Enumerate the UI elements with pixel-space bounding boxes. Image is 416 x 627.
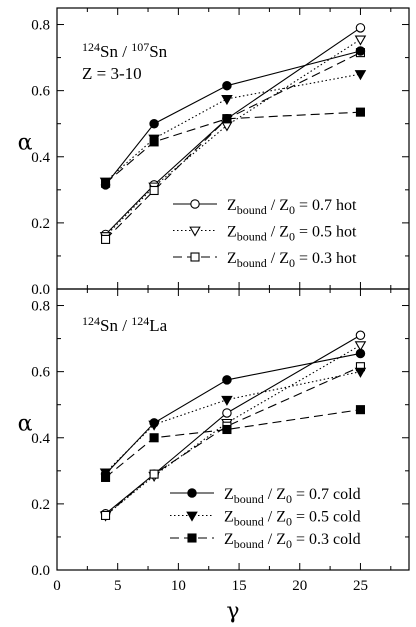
legend-label: Zbound / Z0 = 0.5 hot	[227, 224, 357, 244]
y-tick-label: 0.0	[31, 563, 50, 579]
series-line-hot-03	[105, 52, 361, 240]
legend-marker	[190, 252, 200, 262]
panel-annotation: 124Sn / 107Sn	[82, 40, 168, 61]
legend-marker	[189, 226, 201, 237]
x-tick-label: 25	[353, 578, 368, 594]
legend-marker	[190, 199, 200, 209]
data-point-cold-05	[354, 367, 367, 378]
data-point-cold-05	[221, 94, 233, 106]
series-line-cold-07	[105, 352, 361, 475]
y-tick-label: 0.6	[31, 84, 50, 100]
data-point-cold-03	[355, 107, 365, 117]
series-line-cold-05	[105, 371, 361, 473]
legend-marker	[187, 533, 197, 543]
data-point-cold-03	[101, 472, 111, 482]
data-point-cold-05	[148, 420, 160, 431]
x-tick-label: 20	[292, 578, 307, 594]
y-tick-label: 0.0	[31, 282, 50, 298]
chart-panel-bottom: 0 5 10 15 20 25 0.0 0.2 0.4 0.6 0.8 α γ 124Sn / 124La…	[18, 288, 410, 624]
data-point-cold-07	[222, 375, 232, 385]
y-tick-label: 0.2	[31, 216, 50, 232]
data-point-cold-03	[101, 178, 111, 188]
series-line-hot-05	[105, 38, 361, 237]
y-axis-title: α	[18, 131, 33, 156]
data-point-cold-03	[355, 405, 365, 415]
panel-annotation: 124Sn / 124La	[82, 314, 168, 335]
series-line-hot-07	[105, 27, 361, 235]
data-point-cold-03	[222, 424, 232, 435]
y-tick-label: 0.2	[31, 497, 50, 513]
legend-marker	[187, 488, 197, 498]
x-tick-label: 10	[171, 578, 186, 594]
data-point-cold-03	[149, 433, 159, 443]
data-point-cold-03	[149, 137, 159, 147]
data-point-hot-07	[222, 408, 232, 418]
data-point-hot-07	[355, 23, 366, 33]
legend-label: Zbound / Z0 = 0.3 hot	[227, 250, 357, 270]
panel-annotation: Z = 3-10	[82, 64, 142, 83]
series-line-cold-05	[105, 73, 361, 182]
data-point-cold-03	[222, 114, 232, 124]
data-point-hot-03	[101, 234, 111, 244]
data-point-cold-07	[222, 80, 232, 91]
data-point-hot-05	[354, 35, 367, 46]
data-point-hot-07	[355, 330, 366, 341]
legend-label: Zbound / Z0 = 0.7 hot	[227, 197, 357, 217]
chart-panel-top: 0.0 0.2 0.4 0.6 0.8 α 124Sn / 107Sn Z = 3-10 Zbo…	[18, 7, 410, 298]
series-line-hot-07	[105, 334, 361, 515]
data-point-cold-05	[221, 395, 233, 406]
y-axis-title: α	[18, 412, 33, 437]
series-line-hot-03	[105, 366, 361, 516]
data-point-hot-05	[354, 341, 367, 352]
y-tick-label: 0.6	[31, 365, 50, 381]
y-tick-label: 0.4	[31, 431, 50, 447]
data-point-cold-07	[355, 348, 366, 359]
data-point-hot-03	[149, 469, 159, 479]
series-line-cold-03	[105, 409, 361, 478]
data-point-hot-03	[149, 185, 159, 196]
x-tick-label: 15	[232, 578, 247, 594]
data-point-cold-07	[355, 46, 366, 56]
y-tick-label: 0.8	[31, 18, 50, 34]
series-line-cold-07	[105, 50, 361, 186]
series-line-cold-03	[105, 111, 361, 184]
data-point-hot-03	[101, 510, 111, 520]
legend-label: Zbound / Z0 = 0.5 cold	[224, 509, 361, 529]
y-tick-label: 0.8	[31, 299, 50, 315]
x-axis-title: γ	[226, 599, 239, 624]
legend-label: Zbound / Z0 = 0.3 cold	[224, 531, 361, 551]
y-tick-label: 0.4	[31, 150, 50, 166]
data-point-cold-05	[354, 70, 367, 81]
x-tick-label: 0	[53, 578, 61, 594]
legend-label: Zbound / Z0 = 0.7 cold	[224, 486, 361, 506]
x-tick-label: 5	[114, 578, 122, 594]
legend-marker	[186, 511, 198, 522]
plot-frame	[56, 288, 410, 571]
data-point-cold-07	[149, 118, 159, 129]
